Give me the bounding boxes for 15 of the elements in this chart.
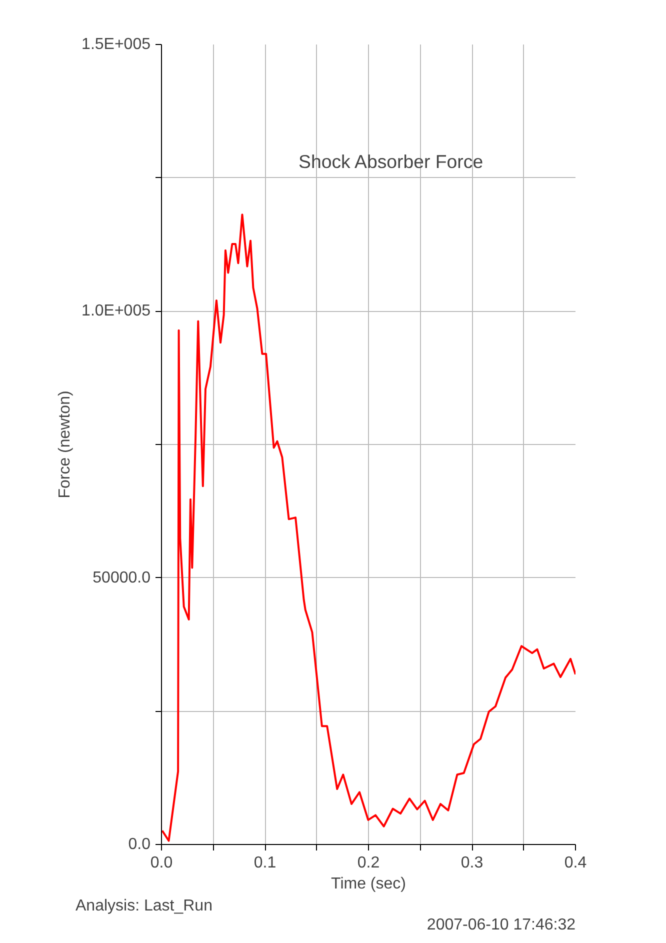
x-axis-title: Time (sec) — [331, 876, 406, 892]
x-tick-label: 0.4 — [564, 854, 587, 872]
y-tick-label: 1.0E+005 — [82, 302, 151, 320]
y-tick-label: 0.0 — [128, 836, 151, 853]
y-tick-label: 1.5E+005 — [82, 36, 151, 53]
x-tick-label: 0.1 — [254, 854, 276, 872]
text: Analysis: Last_Run — [76, 898, 212, 914]
text: 2007-06-10 17:46:32 — [426, 916, 576, 934]
x-tick-label: 0.3 — [460, 854, 484, 872]
y-axis-title: Force (newton) — [56, 390, 74, 498]
line-series — [162, 214, 576, 842]
x-tick-label: 0.2 — [357, 854, 380, 872]
annotation: Shock Absorber Force — [298, 151, 484, 172]
y-tick-label: 50000.0 — [92, 569, 151, 586]
x-tick-label: 0.0 — [150, 854, 173, 872]
